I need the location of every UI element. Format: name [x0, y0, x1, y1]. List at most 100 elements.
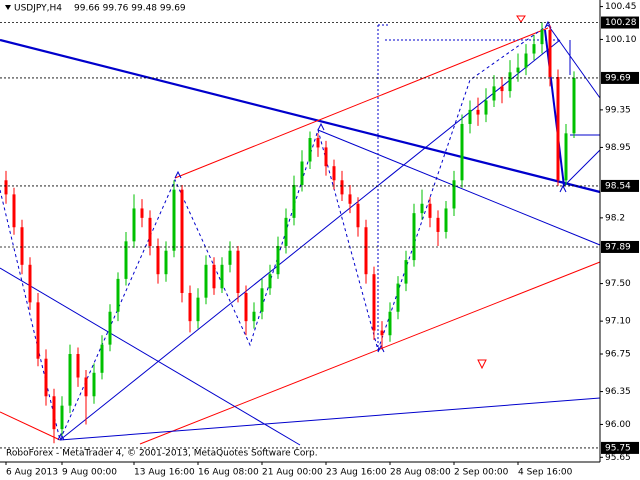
candle-body	[76, 354, 80, 378]
candle-body	[44, 358, 48, 397]
y-tick-label: 98.95	[605, 143, 631, 153]
candle-body	[524, 53, 528, 68]
candle-body	[396, 283, 400, 312]
candle-body	[516, 67, 520, 73]
footer: RoboForex - MetaTrader 4, © 2001-2013, M…	[6, 449, 318, 459]
candle-body	[52, 396, 56, 430]
menu-triangle[interactable]	[5, 5, 11, 10]
candle-body	[428, 203, 432, 218]
candle-body	[564, 133, 568, 181]
level-label: 97.89	[605, 242, 631, 252]
y-tick-label: 96.75	[605, 350, 631, 360]
trend-lines	[0, 15, 601, 446]
candle-body	[380, 330, 384, 336]
candle-body	[188, 292, 192, 322]
candle-body	[132, 208, 136, 242]
candle-body	[220, 264, 224, 289]
y-tick-label: 100.45	[605, 2, 637, 12]
candle-body	[108, 311, 112, 345]
quote: 99.66 99.76 99.48 99.69	[74, 4, 186, 14]
candle-body	[4, 180, 8, 195]
x-tick-label: 2 Sep 00:00	[454, 468, 509, 478]
candle-body	[332, 166, 336, 181]
candle-body	[292, 184, 296, 218]
trend-line	[0, 411, 61, 441]
candle-body	[316, 138, 320, 148]
candle-body	[36, 302, 40, 359]
level-box	[601, 71, 639, 84]
x-tick-label: 6 Aug 2013	[6, 468, 58, 478]
candle-body	[476, 109, 480, 115]
y-tick-label: 96.35	[605, 387, 631, 397]
candle-body	[356, 203, 360, 228]
chart-title: USDJPY,H4	[14, 4, 62, 14]
y-tick-label: 98.2	[605, 213, 625, 223]
candle-body	[28, 264, 32, 303]
candle-body	[556, 77, 560, 181]
candle-body	[540, 30, 544, 45]
candle-body	[244, 292, 248, 322]
candle-body	[204, 264, 208, 298]
candle-body	[348, 194, 352, 204]
candle-body	[84, 377, 88, 397]
wave-line	[0, 24, 549, 442]
candle-body	[116, 278, 120, 312]
candle-body	[276, 246, 280, 275]
down-arrow	[477, 15, 526, 370]
candle-body	[268, 274, 272, 289]
candle-body	[532, 44, 536, 54]
candle-body	[340, 180, 344, 195]
candle-body	[324, 147, 328, 167]
y-tick-label: 97.10	[605, 317, 631, 327]
level-label: 95.75	[605, 443, 631, 453]
candle-body	[252, 311, 256, 322]
x-tick-label: 9 Aug 00:00	[62, 468, 117, 478]
y-tick-label: 95.65	[605, 453, 631, 463]
candle-body	[284, 217, 288, 247]
candle-body	[572, 77, 576, 134]
candle-body	[372, 274, 376, 331]
candle-body	[236, 250, 240, 293]
candle-body	[468, 109, 472, 124]
candle-body	[548, 30, 552, 77]
y-tick-label: 97.50	[605, 279, 631, 289]
x-tick-label: 13 Aug 16:00	[134, 468, 195, 478]
candle-body	[444, 208, 448, 232]
candle-body	[452, 180, 456, 209]
candle-body	[308, 138, 312, 162]
trend-line	[0, 38, 601, 194]
candles	[4, 22, 576, 444]
candle-body	[420, 203, 424, 214]
trend-line	[59, 39, 561, 441]
candle-body	[124, 241, 128, 279]
candle-body	[436, 217, 440, 232]
candle-body	[92, 372, 96, 397]
candle-body	[172, 189, 176, 251]
candle-body	[500, 86, 504, 92]
candle-body	[388, 311, 392, 336]
candle-body	[228, 250, 232, 265]
candle-body	[100, 344, 104, 373]
candle-body	[60, 405, 64, 430]
candle-body	[508, 72, 512, 92]
trend-line	[317, 129, 601, 246]
candle-body	[148, 217, 152, 247]
trend-line	[562, 149, 601, 188]
candle-body	[156, 246, 160, 275]
candle-body	[20, 227, 24, 265]
candle-body	[364, 227, 368, 275]
candle-body	[300, 161, 304, 185]
x-tick-label: 28 Aug 08:00	[390, 468, 451, 478]
candle-body	[404, 260, 408, 284]
candle-body	[12, 194, 16, 228]
y-tick-label: 99.35	[605, 105, 631, 115]
trend-line	[139, 261, 601, 445]
trend-line	[59, 397, 601, 441]
x-tick-label: 4 Sep 16:00	[518, 468, 573, 478]
level-box	[601, 240, 639, 253]
level-box	[601, 441, 639, 454]
x-tick-label: 21 Aug 00:00	[262, 468, 323, 478]
candle-body	[260, 288, 264, 312]
candle-body	[140, 208, 144, 218]
